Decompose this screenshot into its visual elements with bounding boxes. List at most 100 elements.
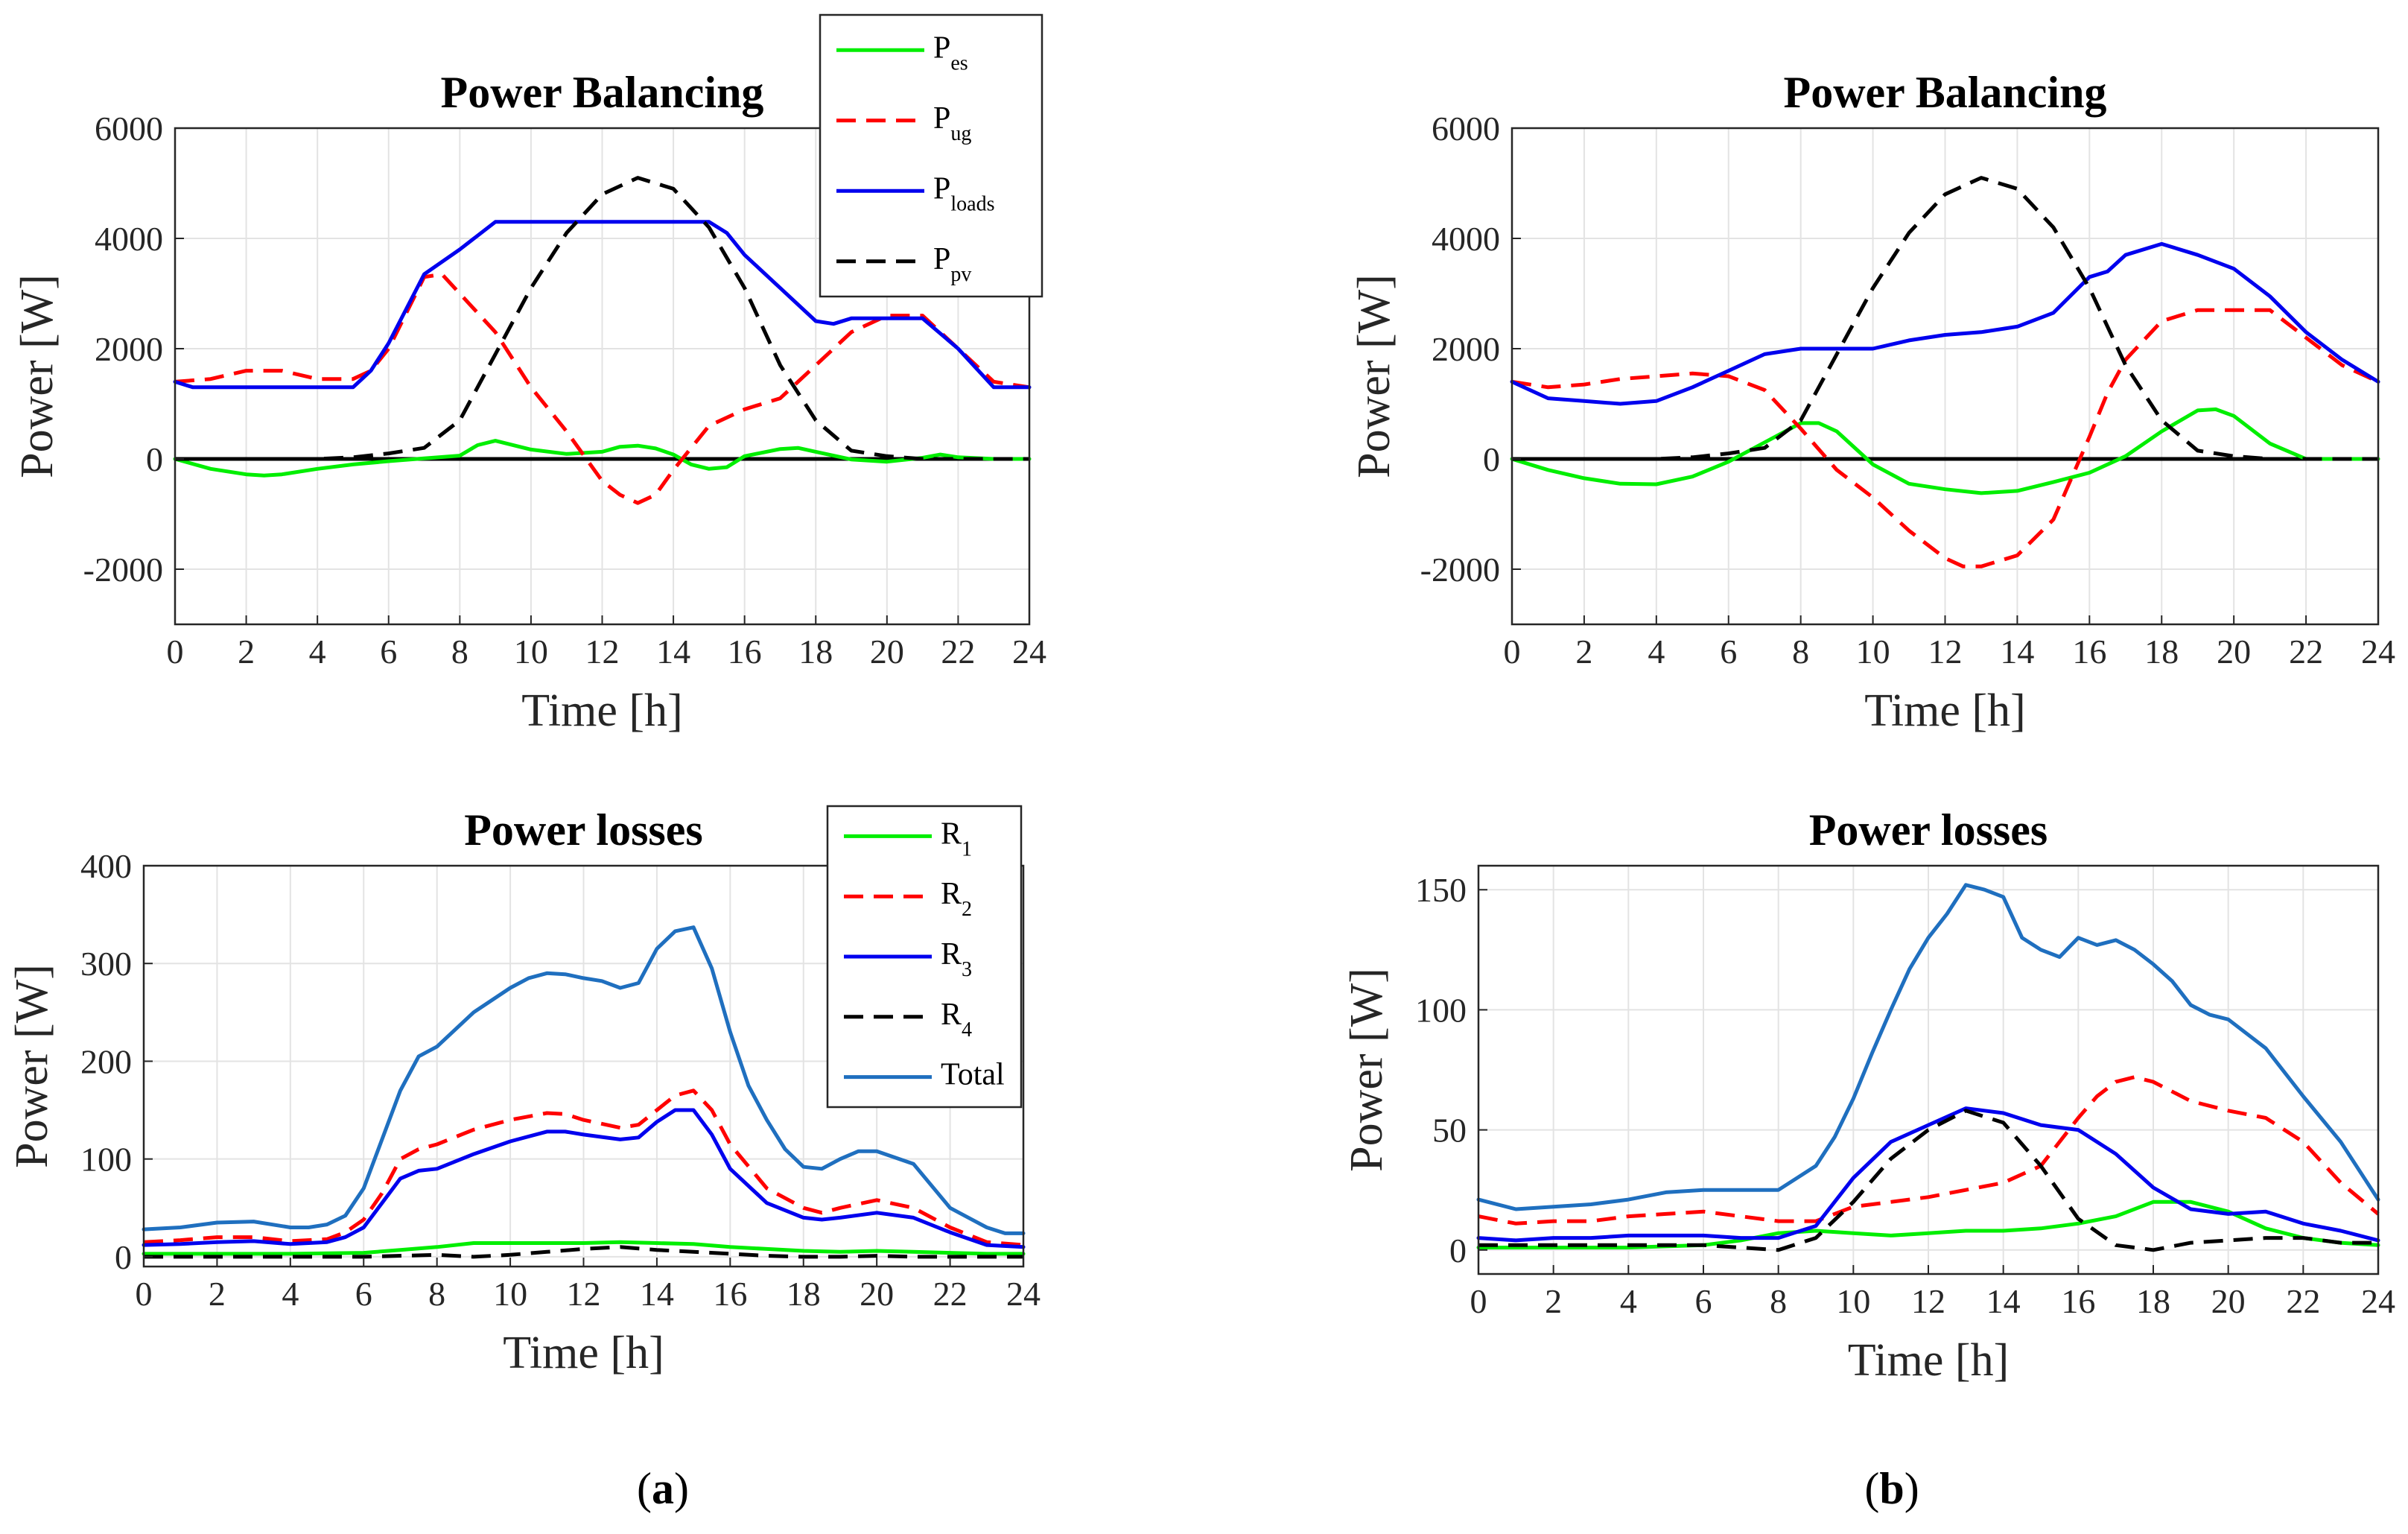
x-tick-label: 24 <box>2361 633 2395 671</box>
x-tick-label: 6 <box>380 633 397 671</box>
charts-layer: 0 2 4 6 8 10 12 14 16 18 20 22 24-20000200040006000P… <box>7 13 2395 1386</box>
y-tick-label: 6000 <box>95 110 163 148</box>
legend-label-subscript: 2 <box>962 898 972 921</box>
caption-b: (b) <box>1864 1464 1919 1513</box>
x-tick-label: 22 <box>941 633 975 671</box>
x-tick-label: 6 <box>1720 633 1737 671</box>
x-tick-label: 18 <box>787 1275 821 1313</box>
x-tick-label: 12 <box>1928 633 1963 671</box>
series-line-r4 <box>144 1245 1023 1259</box>
legend-label-subscript: es <box>950 51 968 75</box>
y-tick-label: 2000 <box>1432 330 1500 368</box>
x-tick-label: 8 <box>428 1275 445 1313</box>
y-tick-label: 6000 <box>1432 110 1500 148</box>
y-tick-label: 0 <box>115 1238 132 1276</box>
x-tick-label: 18 <box>798 633 833 671</box>
x-tick-label: 14 <box>656 633 690 671</box>
chart-title: Power losses <box>1809 805 2048 855</box>
series-line-r2 <box>1478 1075 2380 1226</box>
x-tick-label: 24 <box>2361 1282 2395 1320</box>
x-tick-label: 4 <box>309 633 326 671</box>
legend-label-subscript: loads <box>950 192 994 215</box>
series-line-r1 <box>1476 1199 2380 1249</box>
y-tick-label: -2000 <box>83 551 163 589</box>
x-tick-label: 2 <box>1575 633 1592 671</box>
legend-label-subscript: 3 <box>962 958 972 981</box>
x-tick-label: 8 <box>1792 633 1809 671</box>
series-line-pug <box>1511 308 2380 568</box>
x-tick-label: 16 <box>728 633 762 671</box>
legend-label-subscript: 4 <box>962 1018 972 1042</box>
series-line-r3 <box>1476 1106 2380 1243</box>
x-tick-label: 16 <box>2072 633 2106 671</box>
series-line-ppv <box>1512 176 2378 461</box>
y-tick-label: 4000 <box>1432 220 1500 258</box>
x-tick-label: 2 <box>1545 1282 1562 1320</box>
y-tick-label: 0 <box>1483 440 1500 478</box>
x-tick-label: 22 <box>2289 633 2323 671</box>
series-line-pes <box>1510 407 2380 495</box>
x-tick-label: 20 <box>860 1275 894 1313</box>
x-tick-label: 12 <box>1911 1282 1945 1320</box>
series-line-pug <box>174 272 1030 505</box>
x-tick-label: 12 <box>567 1275 601 1313</box>
y-tick-label: 50 <box>1432 1112 1467 1150</box>
x-tick-label: 2 <box>209 1275 226 1313</box>
svg-text:(a): (a) <box>637 1464 689 1513</box>
legend-label-subscript: 1 <box>962 837 972 861</box>
y-tick-label: 100 <box>1415 991 1467 1029</box>
y-axis-label: Power [W] <box>1341 968 1392 1172</box>
x-tick-label: 2 <box>238 633 255 671</box>
chart-title: Power Balancing <box>1784 68 2107 117</box>
x-tick-label: 20 <box>2217 633 2251 671</box>
chart-title: Power Balancing <box>441 68 764 117</box>
x-tick-label: 0 <box>167 633 184 671</box>
x-tick-label: 20 <box>870 633 904 671</box>
x-tick-label: 6 <box>355 1275 372 1313</box>
x-tick-label: 4 <box>1620 1282 1637 1320</box>
x-axis-label: Time [h] <box>1848 1335 2009 1386</box>
y-tick-label: 0 <box>146 440 163 478</box>
series-line-r1 <box>142 1240 1026 1256</box>
y-tick-label: 4000 <box>95 220 163 258</box>
chart-b-balance: 0 2 4 6 8 10 12 14 16 18 20 22 24-20000200040006000P… <box>1349 68 2395 736</box>
x-tick-label: 22 <box>933 1275 968 1313</box>
y-tick-label: 100 <box>80 1141 132 1179</box>
caption-a-label: a <box>652 1464 674 1513</box>
x-tick-label: 4 <box>282 1275 299 1313</box>
legend-label-subscript: pv <box>950 263 971 286</box>
x-tick-label: 14 <box>1986 1282 2021 1320</box>
y-tick-label: 150 <box>1415 871 1467 909</box>
x-tick-label: 14 <box>640 1275 674 1313</box>
x-tick-label: 10 <box>1856 633 1890 671</box>
caption-a: (a) <box>637 1464 689 1513</box>
chart-a-losses: 0 2 4 6 8 10 12 14 16 18 20 22 240100200300400Power … <box>7 805 1041 1378</box>
x-axis-label: Time [h] <box>503 1328 664 1378</box>
caption-b-label: b <box>1879 1464 1904 1513</box>
series-line-r3 <box>142 1108 1026 1249</box>
x-tick-label: 0 <box>1470 1282 1487 1320</box>
x-tick-label: 14 <box>2000 633 2034 671</box>
series-line-pes <box>173 439 1032 478</box>
x-tick-label: 10 <box>1836 1282 1870 1320</box>
svg-text:(b): (b) <box>1864 1464 1919 1513</box>
x-tick-label: 4 <box>1648 633 1665 671</box>
y-axis-label: Power [W] <box>1349 274 1400 478</box>
x-tick-label: 8 <box>451 633 468 671</box>
legend-label: Total <box>941 1058 1005 1092</box>
x-tick-label: 18 <box>2144 633 2179 671</box>
x-tick-label: 6 <box>1695 1282 1712 1320</box>
x-tick-label: 10 <box>493 1275 527 1313</box>
x-tick-label: 22 <box>2286 1282 2320 1320</box>
x-axis-label: Time [h] <box>1864 685 2025 736</box>
y-tick-label: 0 <box>1449 1232 1467 1270</box>
x-tick-label: 10 <box>514 633 548 671</box>
x-tick-label: 12 <box>585 633 620 671</box>
y-axis-label: Power [W] <box>7 964 57 1168</box>
y-tick-label: 200 <box>80 1042 132 1080</box>
y-tick-label: 2000 <box>95 330 163 368</box>
